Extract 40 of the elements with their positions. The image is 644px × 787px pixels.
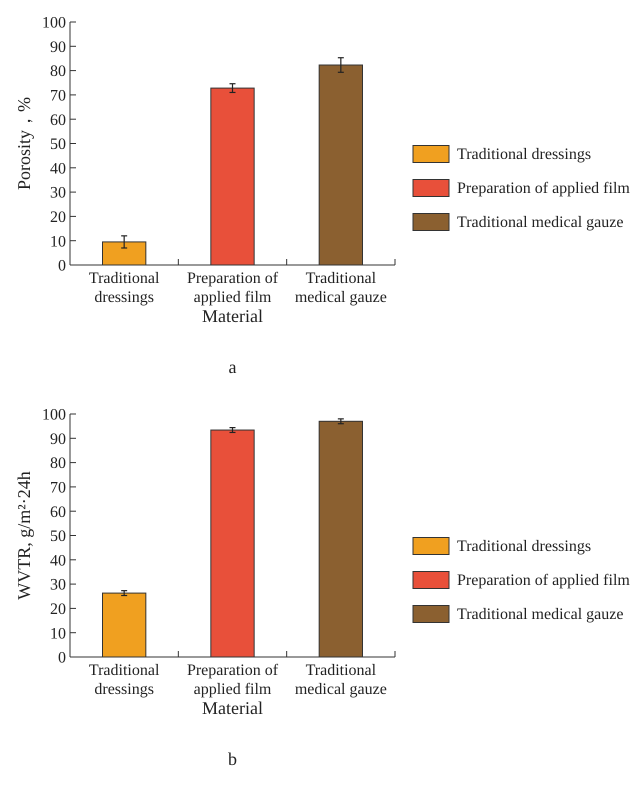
legend-label: Traditional dressings xyxy=(457,146,592,164)
y-tick-label: 10 xyxy=(50,625,66,642)
y-tick-label: 60 xyxy=(50,504,66,521)
y-tick-label: 20 xyxy=(50,209,66,226)
legend-label: Preparation of applied film xyxy=(457,572,630,590)
y-tick-label: 30 xyxy=(50,184,66,202)
y-tick-label: 0 xyxy=(58,258,66,275)
y-tick-label: 50 xyxy=(50,528,66,546)
y-tick-label: 100 xyxy=(42,406,66,424)
x-tick-label: Traditional medical gauze xyxy=(294,270,387,306)
y-tick-label: 40 xyxy=(50,160,66,178)
y-tick-label: 60 xyxy=(50,112,66,129)
legend-label: Traditional dressings xyxy=(457,538,592,556)
x-tick-label: Preparation of applied film xyxy=(186,662,279,698)
y-axis-title: WVTR, g/m²·24h xyxy=(14,471,34,600)
y-tick-label: 90 xyxy=(50,38,66,56)
x-tick-label: Traditional medical gauze xyxy=(294,662,387,698)
y-tick-label: 80 xyxy=(50,455,66,472)
y-tick-label: 90 xyxy=(50,430,66,448)
y-tick-label: 40 xyxy=(50,552,66,570)
y-tick-label: 30 xyxy=(50,576,66,594)
y-tick-label: 70 xyxy=(50,88,66,104)
legend-label: Traditional medical gauze xyxy=(457,214,624,232)
y-tick-label: 10 xyxy=(50,233,66,250)
x-tick-label: Preparation of applied film xyxy=(186,270,279,306)
y-tick-label: 20 xyxy=(50,601,66,618)
y-tick-label: 0 xyxy=(58,650,66,667)
text: b xyxy=(228,749,237,769)
y-tick-label: 50 xyxy=(50,136,66,154)
x-axis-title: Material xyxy=(202,698,263,718)
legend-label: Traditional medical gauze xyxy=(457,606,624,624)
legend-label: Preparation of applied film xyxy=(457,180,630,198)
x-tick-label: Traditional dressings xyxy=(88,662,160,698)
y-tick-label: 80 xyxy=(50,63,66,80)
y-tick-label: 70 xyxy=(50,480,66,496)
x-tick-label: Traditional dressings xyxy=(88,270,160,306)
text: a xyxy=(228,357,236,377)
y-tick-label: 100 xyxy=(42,14,66,32)
x-axis-title: Material xyxy=(202,306,263,326)
y-axis-title: Porosity，% xyxy=(14,96,34,190)
